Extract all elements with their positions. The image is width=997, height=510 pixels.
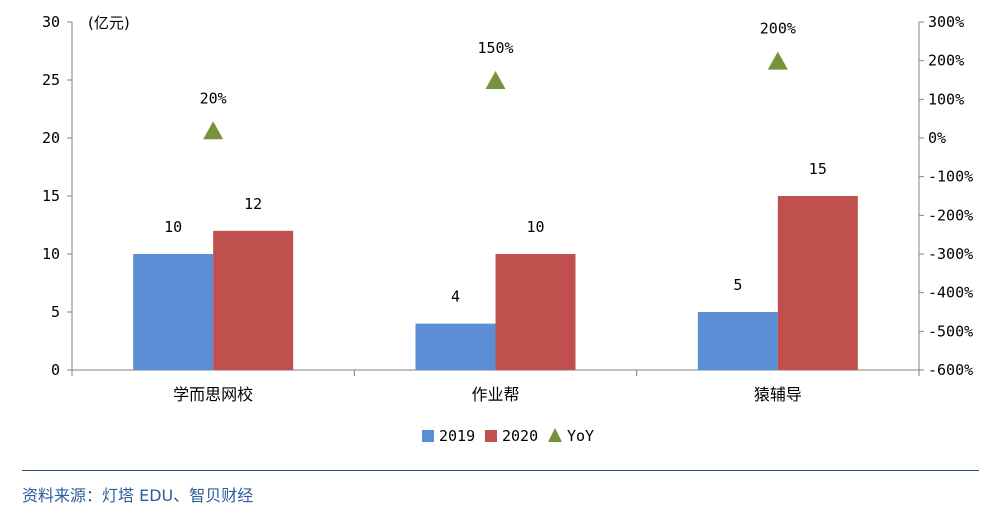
legend-label-yoy: YoY <box>567 427 594 445</box>
chart: 0 5 10 15 20 25 30 (亿元) -600% -500% -400% -300% -200… <box>42 13 973 445</box>
y2-tick-label: -500% <box>928 322 973 340</box>
bar-value-label: 10 <box>164 218 182 236</box>
y2-tick-label: 200% <box>928 52 964 70</box>
y-tick-label: 15 <box>42 187 60 205</box>
y2-tick-label: 300% <box>928 13 964 31</box>
yoy-marker <box>767 51 788 70</box>
yoy-marker <box>203 121 224 140</box>
bar-value-label: 5 <box>733 276 742 294</box>
bar-value-label: 15 <box>809 160 827 178</box>
legend-label-2019: 2019 <box>439 427 475 445</box>
yoy-markers <box>203 51 788 140</box>
yoy-value-label: 200% <box>760 20 796 38</box>
yoy-value-label: 150% <box>477 39 513 57</box>
legend-swatch-2019 <box>422 430 434 442</box>
bar-2019 <box>133 254 214 370</box>
y-tick-label: 30 <box>42 13 60 31</box>
y2-tick-label: -100% <box>928 168 973 186</box>
bar-2019 <box>415 323 496 370</box>
data-labels: 10 12 20% 4 10 150% 5 15 200% <box>164 20 827 306</box>
y2-tick-label: -200% <box>928 206 973 224</box>
bar-value-label: 12 <box>244 195 262 213</box>
y-tick-label: 5 <box>51 303 60 321</box>
y2-tick-label: -600% <box>928 361 973 379</box>
legend-swatch-2020 <box>485 430 497 442</box>
y-axis-unit: (亿元) <box>88 14 130 32</box>
yoy-marker <box>485 71 506 89</box>
y-tick-label: 0 <box>51 361 60 379</box>
legend-swatch-yoy <box>548 428 562 442</box>
legend-label-2020: 2020 <box>502 427 538 445</box>
bar-2020 <box>777 196 858 370</box>
source-divider <box>22 470 979 471</box>
bar-2020 <box>495 254 576 370</box>
y-tick-label: 25 <box>42 71 60 89</box>
source-note: 资料来源：灯塔 EDU、智贝财经 <box>22 486 254 505</box>
y2-tick-label: 0% <box>928 129 946 147</box>
x-category-label: 作业帮 <box>471 385 519 404</box>
bar-value-label: 10 <box>526 218 544 236</box>
y-tick-label: 10 <box>42 245 60 263</box>
bars <box>133 196 858 370</box>
bar-value-label: 4 <box>451 288 460 306</box>
y2-tick-label: 100% <box>928 90 964 108</box>
bar-2019 <box>697 312 778 370</box>
bar-2020 <box>213 230 294 370</box>
yoy-value-label: 20% <box>200 89 227 107</box>
y-tick-label: 20 <box>42 129 60 147</box>
x-category-label: 猿辅导 <box>754 385 802 404</box>
y2-tick-label: -400% <box>928 284 973 302</box>
legend: 2019 2020 YoY <box>422 427 594 445</box>
x-category-label: 学而思网校 <box>173 385 253 404</box>
y2-tick-label: -300% <box>928 245 973 263</box>
